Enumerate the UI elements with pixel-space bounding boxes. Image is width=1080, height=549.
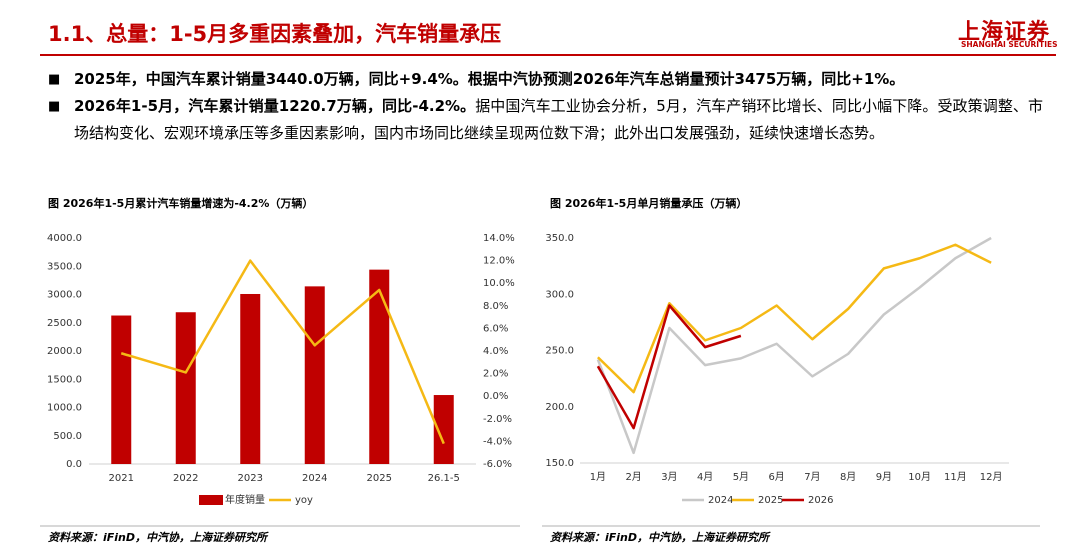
bar	[111, 315, 132, 464]
x-tick-label: 8月	[840, 471, 856, 483]
page-title: 1.1、总量：1-5月多重因素叠加，汽车销量承压	[48, 22, 502, 46]
x-tick-label: 6月	[768, 471, 784, 483]
x-tick-label: 2022	[173, 473, 198, 484]
y2-tick-label: 12.0%	[483, 256, 515, 267]
source: 资料来源：iFinD，中汽协，上海证券研究所	[550, 531, 771, 544]
bar	[304, 286, 325, 464]
legend-label: 2026	[808, 495, 833, 506]
y-tick-label: 1000.0	[47, 403, 82, 414]
y2-tick-label: 4.0%	[483, 346, 508, 357]
series-line	[596, 236, 992, 455]
x-tick-label: 2024	[302, 473, 327, 484]
legend-label: 年度销量	[225, 493, 265, 506]
x-tick-label: 9月	[876, 471, 892, 483]
x-tick-label: 1月	[590, 471, 606, 483]
bullet-text: 据中国汽车工业协会分析，5月，汽车产销环比增长、同比小幅下降。受政策调整、市场结…	[74, 97, 1043, 142]
y2-tick-label: 14.0%	[483, 233, 515, 244]
source: 资料来源：iFinD，中汽协，上海证券研究所	[48, 531, 269, 544]
y2-tick-label: -2.0%	[483, 414, 512, 425]
x-tick-label: 11月	[944, 471, 967, 483]
x-tick-label: 12月	[980, 471, 1003, 483]
y2-tick-label: 10.0%	[483, 278, 515, 289]
bullets: 2025年，中国汽车累计销量3440.0万辆，同比+9.4%。根据中汽协预测20…	[48, 66, 1043, 147]
y-tick-label: 2000.0	[47, 346, 82, 357]
y-tick-label: 200.0	[545, 402, 574, 413]
x-tick-label: 5月	[733, 471, 749, 483]
x-tick-label: 10月	[908, 471, 931, 483]
bullet: 2026年1-5月，汽车累计销量1220.7万辆，同比-4.2%。据中国汽车工业…	[48, 93, 1043, 147]
x-tick-label: 26.1-5	[428, 473, 460, 484]
y2-tick-label: 0.0%	[483, 391, 508, 402]
legend-label: yoy	[295, 495, 313, 506]
chart-title: 图 2026年1-5月累计汽车销量增速为-4.2%（万辆）	[48, 196, 313, 210]
logo: 上海证券	[958, 20, 1051, 45]
x-tick-label: 2025	[367, 473, 392, 484]
bullet-text: 2025年，中国汽车累计销量3440.0万辆，同比+9.4%。根据中汽协预测20…	[74, 70, 905, 88]
bar	[369, 269, 390, 464]
y2-tick-label: 2.0%	[483, 369, 508, 380]
legend-swatch	[199, 495, 223, 505]
x-tick-label: 7月	[804, 471, 820, 483]
y-tick-label: 500.0	[53, 431, 82, 442]
bar	[240, 293, 261, 464]
series-line	[596, 304, 742, 430]
y2-tick-label: 6.0%	[483, 323, 508, 334]
y2-tick-label: 8.0%	[483, 301, 508, 312]
y-tick-label: 3000.0	[47, 290, 82, 301]
legend-label: 2025	[758, 495, 783, 506]
series-line	[120, 259, 445, 445]
y2-tick-label: -6.0%	[483, 459, 512, 470]
y-tick-label: 300.0	[545, 289, 574, 300]
y-tick-label: 4000.0	[47, 233, 82, 244]
y2-tick-label: -4.0%	[483, 436, 512, 447]
x-tick-label: 2月	[625, 471, 641, 483]
legend-label: 2024	[708, 495, 733, 506]
y-tick-label: 1500.0	[47, 374, 82, 385]
x-tick-label: 3月	[661, 471, 677, 483]
y-tick-label: 0.0	[66, 459, 82, 470]
bullet-text: 2026年1-5月，汽车累计销量1220.7万辆，同比-4.2%。	[74, 97, 476, 115]
x-tick-label: 2023	[238, 473, 263, 484]
bar	[433, 395, 454, 464]
x-tick-label: 4月	[697, 471, 713, 483]
title-rule	[40, 54, 1056, 56]
y-tick-label: 150.0	[545, 458, 574, 469]
chart-title: 图 2026年1-5月单月销量承压（万辆）	[550, 196, 747, 210]
bullet: 2025年，中国汽车累计销量3440.0万辆，同比+9.4%。根据中汽协预测20…	[48, 66, 1043, 93]
y-tick-label: 2500.0	[47, 318, 82, 329]
y-tick-label: 250.0	[545, 346, 574, 357]
series-line	[597, 243, 992, 394]
x-tick-label: 2021	[109, 473, 134, 484]
logo-en: SHANGHAI SECURITIES	[961, 40, 1058, 49]
y-tick-label: 3500.0	[47, 261, 82, 272]
bar	[175, 312, 196, 464]
y-tick-label: 350.0	[545, 233, 574, 244]
